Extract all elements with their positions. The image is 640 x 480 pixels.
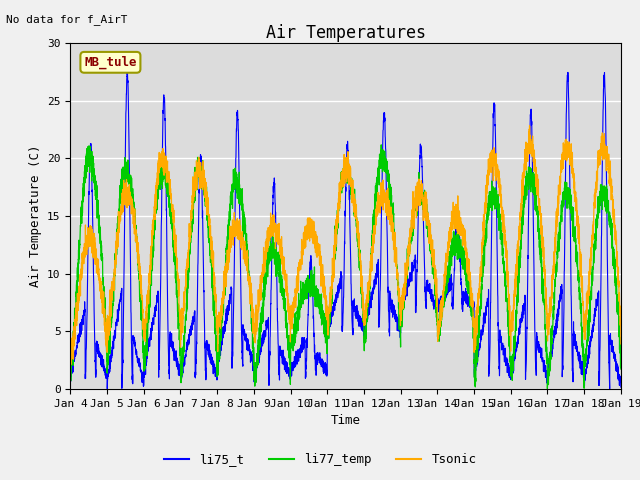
li75_t	[500, 354, 508, 360]
Tsonic	[166, 185, 173, 191]
Tsonic	[325, 311, 333, 316]
Line: Tsonic: Tsonic	[70, 126, 621, 364]
li75_t	[166, 376, 173, 382]
Legend: li75_t, li77_temp, Tsonic: li75_t, li77_temp, Tsonic	[159, 448, 481, 471]
Title: Air Temperatures: Air Temperatures	[266, 24, 426, 42]
Line: li75_t: li75_t	[70, 72, 621, 389]
Tsonic	[469, 312, 477, 317]
li75_t	[564, 70, 572, 75]
li75_t	[104, 386, 111, 392]
li75_t	[67, 370, 74, 375]
li77_temp	[616, 344, 624, 350]
Tsonic	[67, 361, 75, 367]
Tsonic	[616, 323, 624, 328]
li75_t	[438, 298, 446, 304]
Tsonic	[500, 233, 508, 239]
Text: MB_tule: MB_tule	[84, 56, 137, 69]
li75_t	[616, 377, 624, 383]
li77_temp	[438, 301, 446, 307]
Y-axis label: Air Temperature (C): Air Temperature (C)	[29, 145, 42, 287]
Text: No data for f_AirT: No data for f_AirT	[6, 14, 128, 25]
li77_temp	[166, 192, 173, 198]
X-axis label: Time: Time	[331, 414, 360, 427]
li77_temp	[500, 270, 508, 276]
li77_temp	[617, 366, 625, 372]
li75_t	[617, 384, 625, 390]
Tsonic	[67, 360, 74, 366]
Tsonic	[525, 123, 533, 129]
li77_temp	[543, 386, 551, 392]
li77_temp	[325, 324, 333, 330]
Tsonic	[438, 309, 446, 314]
Line: li77_temp: li77_temp	[70, 145, 621, 389]
li77_temp	[378, 142, 385, 148]
li75_t	[325, 318, 333, 324]
li77_temp	[67, 357, 74, 362]
Tsonic	[617, 341, 625, 347]
li75_t	[469, 309, 477, 315]
li77_temp	[469, 310, 477, 316]
